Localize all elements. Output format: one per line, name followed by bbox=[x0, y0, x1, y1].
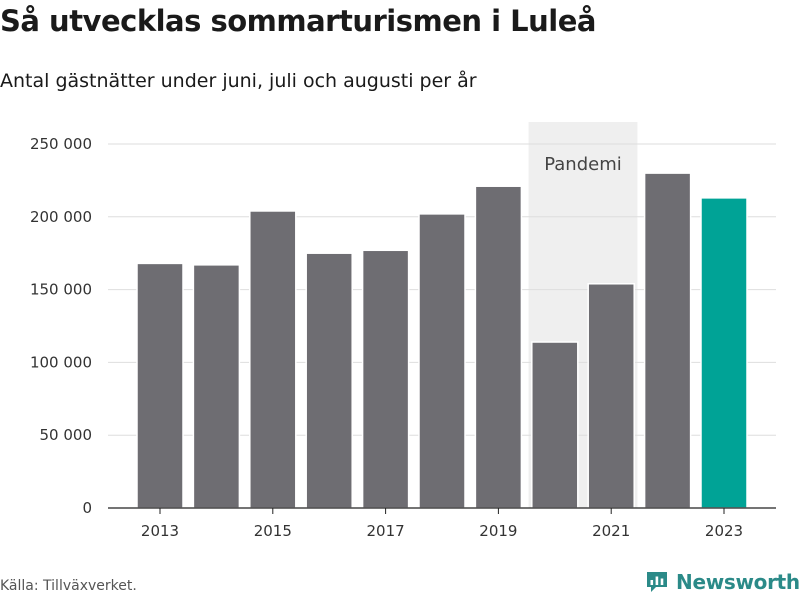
newsworthy-logo-icon bbox=[647, 572, 667, 592]
bar-2017 bbox=[361, 249, 410, 509]
x-tick-label: 2023 bbox=[705, 522, 743, 540]
y-tick-label: 150 000 bbox=[30, 281, 92, 299]
bar-2023 bbox=[700, 197, 748, 509]
bar-2020 bbox=[531, 341, 579, 509]
brand-logo: Newsworthy bbox=[645, 570, 800, 594]
y-tick-label: 100 000 bbox=[30, 353, 92, 371]
x-tick-label: 2019 bbox=[479, 522, 517, 540]
bar-2013 bbox=[136, 262, 184, 509]
bar-2016 bbox=[305, 252, 353, 509]
brand-name: Newsworthy bbox=[676, 570, 800, 594]
x-tick-label: 2017 bbox=[367, 522, 405, 540]
chart-subtitle: Antal gästnätter under juni, juli och au… bbox=[0, 70, 477, 92]
bar-chart: Pandemi 0 50 000 100 000 150 000 200 000 250 … bbox=[30, 122, 776, 540]
source-note: Källa: Tillväxverket. bbox=[0, 578, 137, 594]
x-tick-label: 2021 bbox=[592, 522, 630, 540]
y-tick-label: 200 000 bbox=[30, 208, 92, 226]
bar-2022 bbox=[643, 172, 692, 509]
bar-2021 bbox=[587, 283, 635, 509]
x-tick-label: 2015 bbox=[254, 522, 292, 540]
bar-2015 bbox=[249, 210, 297, 509]
y-tick-label: 0 bbox=[82, 499, 92, 517]
pandemic-label: Pandemi bbox=[544, 154, 622, 175]
bar-2019 bbox=[474, 185, 523, 509]
y-tick-label: 50 000 bbox=[40, 426, 93, 444]
y-tick-label: 250 000 bbox=[30, 135, 92, 153]
bars bbox=[136, 172, 748, 509]
x-tick-label: 2013 bbox=[141, 522, 179, 540]
bar-2014 bbox=[192, 264, 241, 509]
bar-2018 bbox=[418, 213, 466, 509]
chart-title: Så utvecklas sommarturismen i Luleå bbox=[0, 4, 596, 38]
axes: 0 50 000 100 000 150 000 200 000 250 000 2013 2… bbox=[30, 135, 776, 540]
